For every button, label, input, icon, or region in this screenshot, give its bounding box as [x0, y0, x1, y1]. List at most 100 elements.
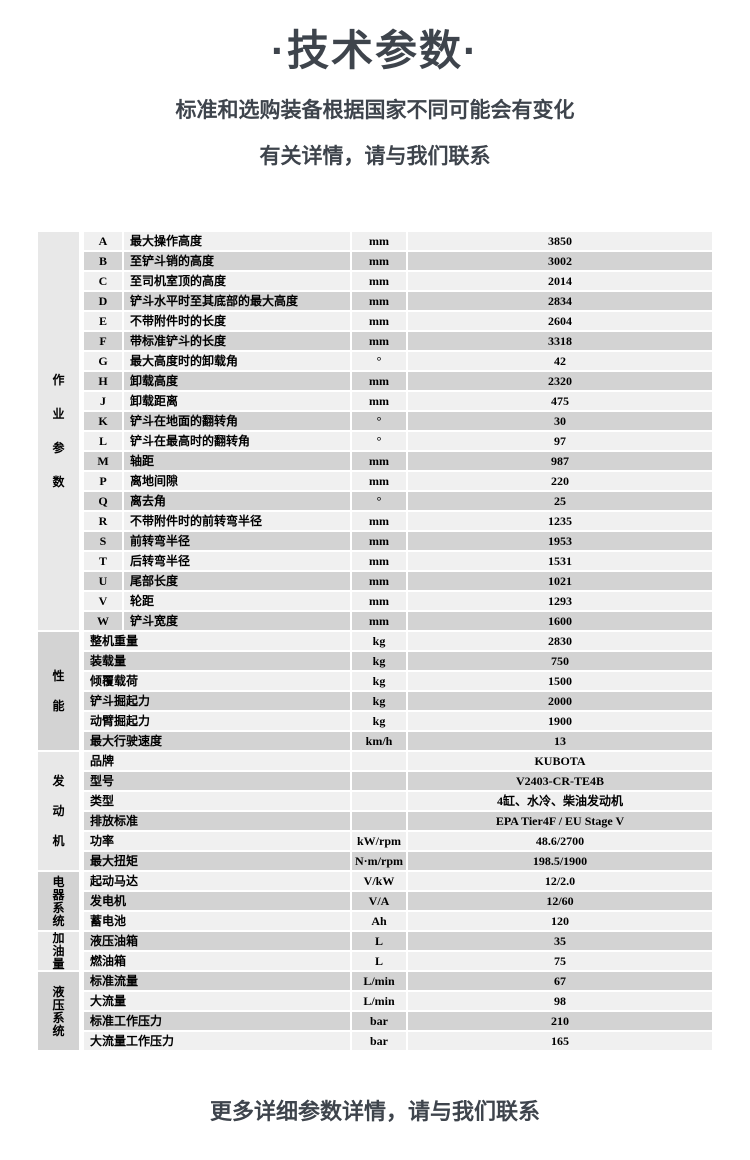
- spec-code: F: [84, 332, 122, 350]
- spec-row: 类型 4缸、水冷、柴油发动机: [38, 792, 712, 810]
- spec-value: 2604: [408, 312, 712, 330]
- category-char: 系: [52, 900, 65, 915]
- spec-value: 2000: [408, 692, 712, 710]
- spec-label: 不带附件时的前转弯半径: [124, 512, 350, 530]
- spec-value: 42: [408, 352, 712, 370]
- spec-unit: mm: [352, 452, 406, 470]
- spec-value: 67: [408, 972, 712, 990]
- spec-row: D 铲斗水平时至其底部的最大高度 mm 2834: [38, 292, 712, 310]
- spec-unit: mm: [352, 232, 406, 250]
- spec-unit: V/A: [352, 892, 406, 910]
- spec-value: 3850: [408, 232, 712, 250]
- spec-label: 标准工作压力: [84, 1012, 350, 1030]
- spec-value: 1531: [408, 552, 712, 570]
- spec-code: M: [84, 452, 122, 470]
- spec-label: 最大高度时的卸载角: [124, 352, 350, 370]
- spec-unit: Ah: [352, 912, 406, 930]
- category-char: 系: [52, 1010, 65, 1025]
- category-char: 业: [52, 407, 65, 421]
- spec-row: 倾覆载荷 kg 1500: [38, 672, 712, 690]
- spec-row: 装载量 kg 750: [38, 652, 712, 670]
- spec-unit: [352, 812, 406, 830]
- spec-code: G: [84, 352, 122, 370]
- category-char: 液: [52, 984, 65, 999]
- spec-value: 1600: [408, 612, 712, 630]
- spec-label: 卸载距离: [124, 392, 350, 410]
- spec-code: B: [84, 252, 122, 270]
- page-title: ·技术参数·: [271, 27, 479, 74]
- spec-value: 3318: [408, 332, 712, 350]
- category-cell: 发动机: [38, 752, 82, 870]
- spec-label: 燃油箱: [84, 952, 350, 970]
- spec-value: EPA Tier4F / EU Stage V: [408, 812, 712, 830]
- spec-unit: L: [352, 952, 406, 970]
- category-cell: 液压系统: [38, 972, 82, 1050]
- spec-unit: mm: [352, 532, 406, 550]
- spec-unit: mm: [352, 612, 406, 630]
- spec-unit: kg: [352, 632, 406, 650]
- category-cell: 性能: [38, 632, 82, 750]
- category-char: 作: [52, 373, 65, 387]
- spec-code: Q: [84, 492, 122, 510]
- spec-unit: mm: [352, 252, 406, 270]
- spec-label: 离地间隙: [124, 472, 350, 490]
- spec-unit: mm: [352, 552, 406, 570]
- category-label: 液压系统: [38, 972, 79, 1050]
- spec-unit: [352, 792, 406, 810]
- category-char: 数: [52, 475, 65, 489]
- spec-row: L 铲斗在最高时的翻转角 ° 97: [38, 432, 712, 450]
- spec-row: 液压系统标准流量 L/min 67: [38, 972, 712, 1050]
- category-char: 量: [52, 957, 65, 970]
- spec-value: 120: [408, 912, 712, 930]
- spec-value: 48.6/2700: [408, 832, 712, 850]
- spec-row: 蓄电池 Ah 120: [38, 912, 712, 930]
- spec-value: 25: [408, 492, 712, 510]
- category-cell: 作业参数: [38, 232, 82, 630]
- spec-unit: L: [352, 932, 406, 950]
- spec-row: S 前转弯半径 mm 1953: [38, 532, 712, 550]
- spec-row: 电器系统起动马达 V/kW 12/2.0: [38, 872, 712, 930]
- spec-unit: bar: [352, 1012, 406, 1030]
- spec-row: 大流量 L/min 98: [38, 992, 712, 1010]
- spec-label: 铲斗在地面的翻转角: [124, 412, 350, 430]
- spec-value: 13: [408, 732, 712, 750]
- spec-unit: L/min: [352, 992, 406, 1010]
- spec-code: L: [84, 432, 122, 450]
- spec-label: 不带附件时的长度: [124, 312, 350, 330]
- spec-row: W 铲斗宽度 mm 1600: [38, 612, 712, 630]
- spec-label: 最大行驶速度: [84, 732, 350, 750]
- spec-label: 整机重量: [84, 632, 350, 650]
- spec-unit: V/kW: [352, 872, 406, 890]
- spec-value: 1953: [408, 532, 712, 550]
- spec-row: K 铲斗在地面的翻转角 ° 30: [38, 412, 712, 430]
- spec-value: 1500: [408, 672, 712, 690]
- category-char: 油: [52, 944, 65, 958]
- spec-unit: mm: [352, 372, 406, 390]
- spec-unit: mm: [352, 392, 406, 410]
- spec-unit: L/min: [352, 972, 406, 990]
- technical-specs-table: 作业参数 A 最大操作高度 mm 3850 B 至铲斗销的高度 mm 3002 C 至司机室顶的高度…: [36, 230, 714, 1052]
- spec-value: 987: [408, 452, 712, 470]
- spec-code: U: [84, 572, 122, 590]
- category-char: 统: [52, 913, 65, 928]
- spec-unit: kg: [352, 672, 406, 690]
- spec-row: C 至司机室顶的高度 mm 2014: [38, 272, 712, 290]
- spec-unit: kg: [352, 652, 406, 670]
- category-char: 电: [52, 874, 65, 889]
- spec-row: 性能整机重量 kg 2830: [38, 632, 712, 750]
- spec-value: 12/60: [408, 892, 712, 910]
- spec-label: 液压油箱: [84, 932, 350, 950]
- spec-row: E 不带附件时的长度 mm 2604: [38, 312, 712, 330]
- spec-label: 最大操作高度: [124, 232, 350, 250]
- spec-unit: mm: [352, 592, 406, 610]
- spec-label: 功率: [84, 832, 350, 850]
- spec-row: 发电机 V/A 12/60: [38, 892, 712, 910]
- spec-row: 最大扭矩 N·m/rpm 198.5/1900: [38, 852, 712, 870]
- spec-row: 作业参数 A 最大操作高度 mm 3850: [38, 232, 712, 630]
- spec-value: 12/2.0: [408, 872, 712, 890]
- spec-row: G 最大高度时的卸载角 ° 42: [38, 352, 712, 370]
- category-cell: 加油量: [38, 932, 82, 970]
- category-label: 电器系统: [38, 872, 79, 930]
- spec-label: 至司机室顶的高度: [124, 272, 350, 290]
- spec-code: C: [84, 272, 122, 290]
